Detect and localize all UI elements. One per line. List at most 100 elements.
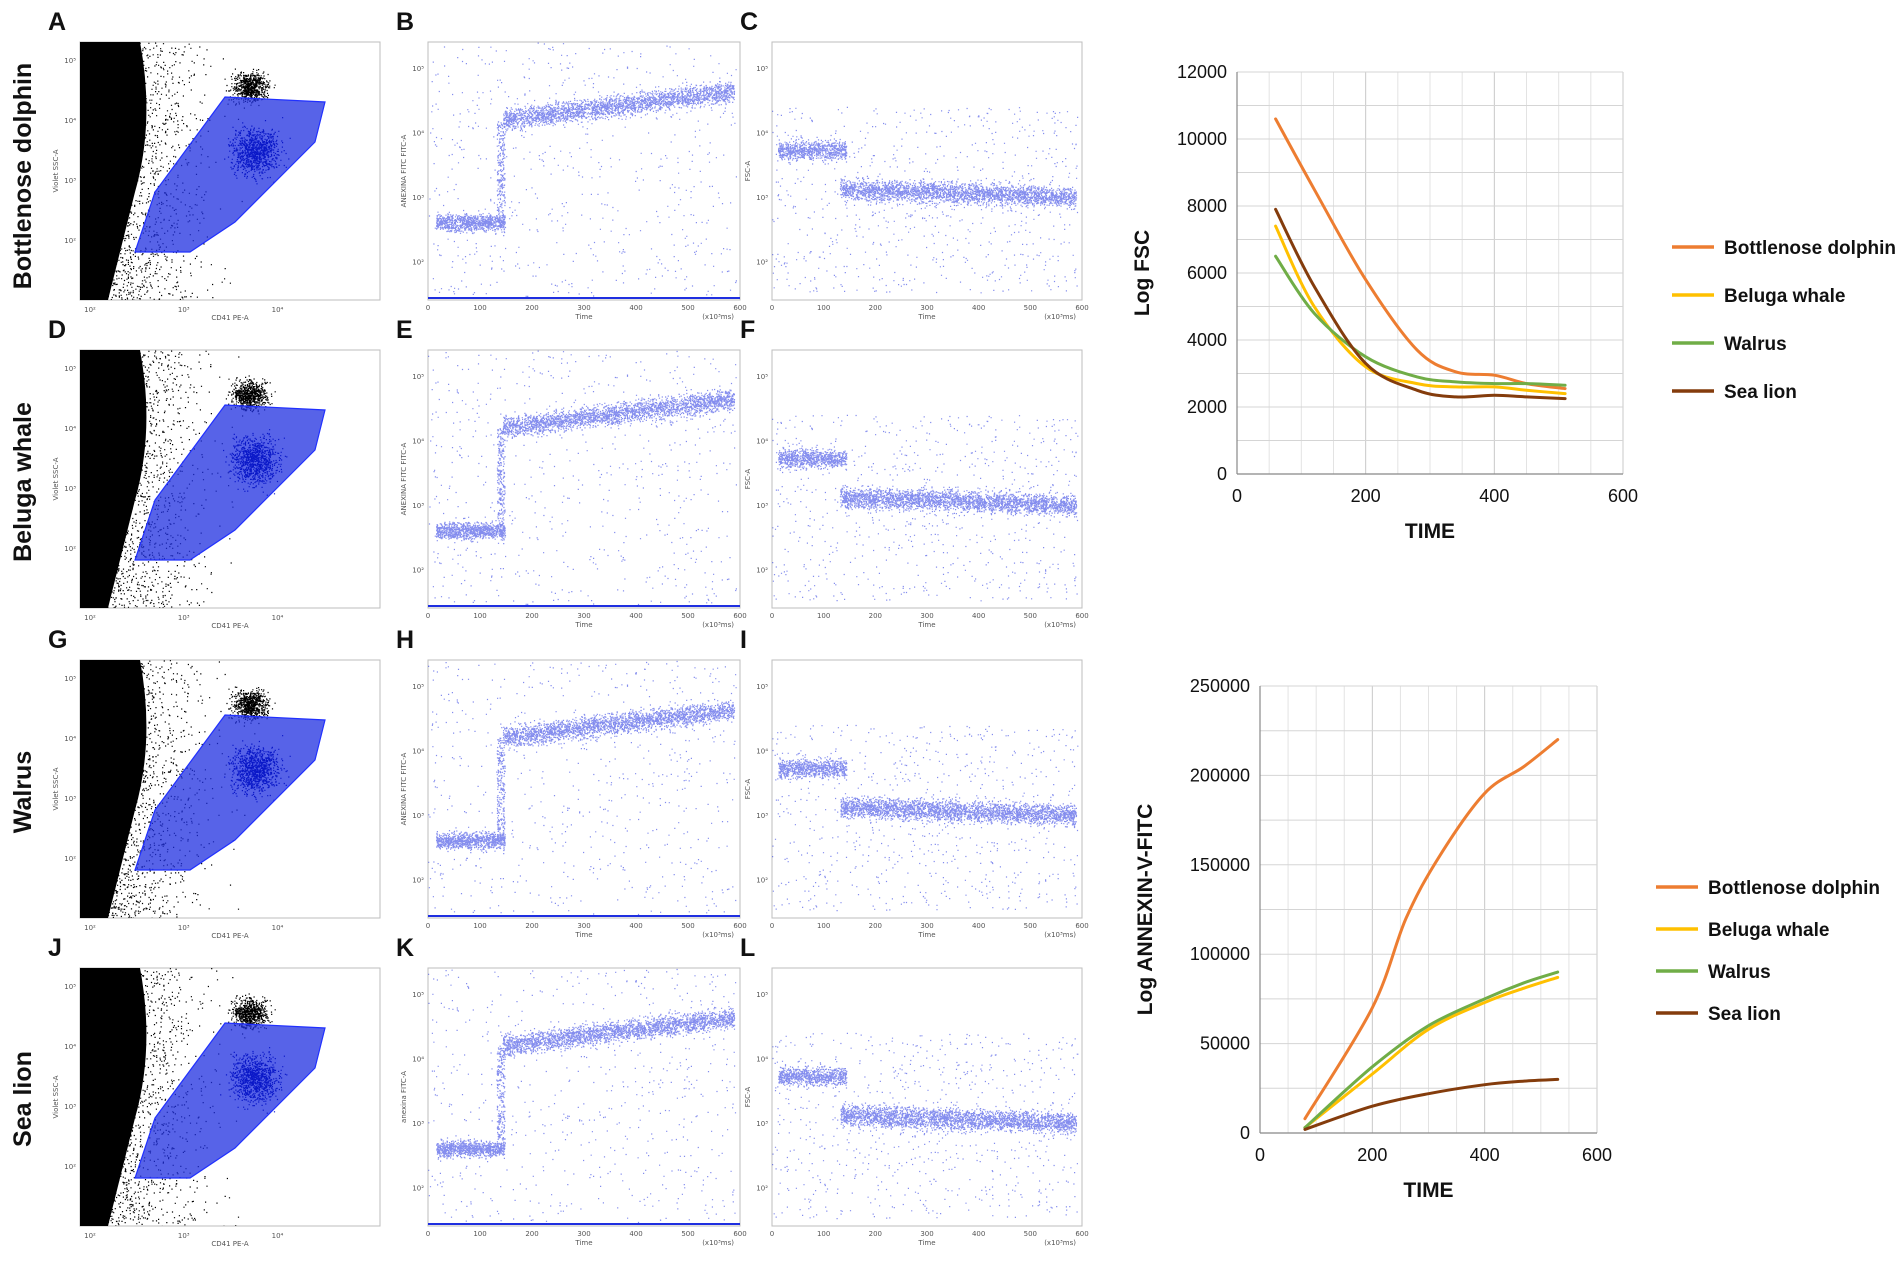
panel-A-letter: A (48, 8, 66, 36)
panel-I-xtick-1: 100 (817, 922, 830, 930)
row-label-3: Sea lion (9, 1051, 37, 1147)
panel-K-xtick-3: 300 (577, 1230, 590, 1238)
panel-J-dense-black (80, 968, 147, 1226)
panel-D-plot (80, 350, 326, 608)
panel-K-dots (428, 968, 737, 1224)
panel-G-xtick-0: 10² (84, 924, 96, 932)
fsc-legend-label-2: Walrus (1724, 334, 1787, 355)
panel-G-ytick-3: 10⁵ (64, 675, 76, 683)
panel-H-dots (428, 660, 737, 916)
annexin-xtick-0: 0 (1255, 1145, 1265, 1165)
panel-I-xtick-3: 300 (920, 922, 933, 930)
panel-A-ytick-0: 10² (64, 237, 76, 245)
panel-C-letter: C (740, 8, 758, 36)
panel-G: G 10² 10³ 10⁴ 10⁵ 10² 10³ 10⁴ Violet SSC-A CD41 P… (48, 626, 381, 940)
fsc-xtick-600: 600 (1608, 486, 1638, 506)
panel-C-ytick-1: 10³ (756, 194, 768, 202)
panel-A-gate-outline (134, 96, 326, 253)
panel-L: L 0 100 200 300 400 500 600 Time (x10³ms) 10² 10³ 10… (740, 934, 1089, 1247)
panel-J: J 10² 10³ 10⁴ 10⁵ 10² 10³ 10⁴ Violet SSC-A CD41 P… (48, 934, 381, 1248)
annexin-ytick-50000: 50000 (1200, 1034, 1250, 1054)
panel-C-ylabel: FSC-A (744, 161, 752, 182)
fsc-ytick-8000: 8000 (1187, 196, 1227, 216)
annexin-ytick-100000: 100000 (1190, 944, 1250, 964)
annexin-series-3 (1303, 1077, 1560, 1131)
fsc-series-1 (1274, 224, 1567, 396)
panel-C-dots (772, 106, 1079, 294)
panel-F-xtick-0: 0 (770, 612, 774, 620)
panel-K-letter: K (396, 934, 414, 962)
panel-A-ytick-1: 10³ (64, 177, 76, 185)
panel-D-xlabel: CD41 PE-A (211, 622, 248, 630)
panel-C-xtick-2: 200 (869, 304, 882, 312)
panel-K-frame (427, 967, 741, 1227)
panel-F-xtick-3: 300 (920, 612, 933, 620)
fsc-series-0 (1274, 117, 1567, 391)
panel-I: I 0 100 200 300 400 500 600 Time (x10³ms) 10² 10³ 10… (740, 626, 1089, 939)
annexin-xlabel: TIME (1403, 1179, 1453, 1202)
panel-B-xlabel: Time (574, 313, 592, 321)
panel-K-ytick-0: 10² (412, 1184, 424, 1192)
fsc-xlabel: TIME (1405, 520, 1455, 543)
panel-E-xtick-1: 100 (473, 612, 486, 620)
panel-E-ylabel: ANEXINA FITC FITC-A (400, 442, 408, 515)
panel-A-gate-fill (135, 97, 325, 252)
panel-A-ytick-2: 10⁴ (64, 117, 76, 125)
fsc-ytick-0: 0 (1217, 464, 1227, 484)
panel-D-gate-fill (135, 405, 325, 560)
panel-H-xtick-0: 0 (426, 922, 430, 930)
panel-H: H 0 100 200 300 400 500 600 Time (x10³ms) 10² 10³ 10… (396, 626, 747, 939)
panel-J-ytick-2: 10⁴ (64, 1043, 76, 1051)
fsc-series-2 (1274, 254, 1567, 387)
panel-I-xtick-6: 600 (1075, 922, 1088, 930)
panel-J-gate-fill (135, 1023, 325, 1178)
flow-cytometry-panels: A 10² 10³ 10⁴ 10⁵ 10² 10³ 10⁴ Violet SSC-A CD41 P… (48, 8, 1089, 1248)
panel-G-dense-black (80, 660, 147, 918)
panel-G-xtick-1: 10³ (178, 924, 190, 932)
panel-F-xlabel: Time (917, 621, 935, 629)
panel-G-gate-outline (134, 714, 326, 871)
panel-I-dots (772, 724, 1079, 912)
panel-E-xtick-3: 300 (577, 612, 590, 620)
panel-A-plot (80, 42, 326, 300)
panel-G-xlabel: CD41 PE-A (211, 932, 248, 940)
panel-J-xlabel: CD41 PE-A (211, 1240, 248, 1248)
panel-K-xtick-0: 0 (426, 1230, 430, 1238)
fsc-series-3 (1274, 207, 1567, 401)
fsc-ytick-6000: 6000 (1187, 263, 1227, 283)
panel-H-xlabel: Time (574, 931, 592, 939)
panel-E-xunit: (x10³ms) (702, 621, 734, 629)
panel-I-xlabel: Time (917, 931, 935, 939)
panel-D-gate-dots (220, 429, 288, 496)
panel-C-xtick-0: 0 (770, 304, 774, 312)
panel-A-gate-dots (224, 117, 291, 185)
panel-H-xtick-3: 300 (577, 922, 590, 930)
panel-C-xlabel: Time (917, 313, 935, 321)
panel-B-frame (427, 41, 741, 301)
panel-I-ylabel: FSC-A (744, 779, 752, 800)
panel-G-ytick-2: 10⁴ (64, 735, 76, 743)
panel-E-xtick-6: 600 (733, 612, 746, 620)
panel-D-xtick-2: 10⁴ (272, 614, 284, 622)
panel-E-ytick-1: 10³ (412, 502, 424, 510)
panel-F-xtick-1: 100 (817, 612, 830, 620)
panel-G-xtick-2: 10⁴ (272, 924, 284, 932)
panel-B-ylabel: ANEXINA FITC FITC-A (400, 134, 408, 207)
panel-B-xtick-1: 100 (473, 304, 486, 312)
annexin-ytick-150000: 150000 (1190, 855, 1250, 875)
panel-I-xtick-5: 500 (1024, 922, 1037, 930)
panel-F-dots (772, 414, 1079, 602)
panel-E-xtick-5: 500 (681, 612, 694, 620)
panel-H-ytick-3: 10⁵ (412, 683, 424, 691)
panel-E-letter: E (396, 316, 413, 344)
panel-B-xtick-2: 200 (525, 304, 538, 312)
fsc-ytick-4000: 4000 (1187, 330, 1227, 350)
panel-B-ytick-1: 10³ (412, 194, 424, 202)
panel-K-xunit: (x10³ms) (702, 1239, 734, 1247)
panel-B: B 0 100 200 300 400 500 600 Time (x10³ms) 10² 10³ 10… (396, 8, 747, 321)
panel-H-xtick-1: 100 (473, 922, 486, 930)
panel-K-xtick-4: 400 (629, 1230, 642, 1238)
panel-E-xtick-2: 200 (525, 612, 538, 620)
panel-J-ylabel: Violet SSC-A (52, 1075, 60, 1118)
panel-E-ytick-2: 10⁴ (412, 437, 424, 445)
